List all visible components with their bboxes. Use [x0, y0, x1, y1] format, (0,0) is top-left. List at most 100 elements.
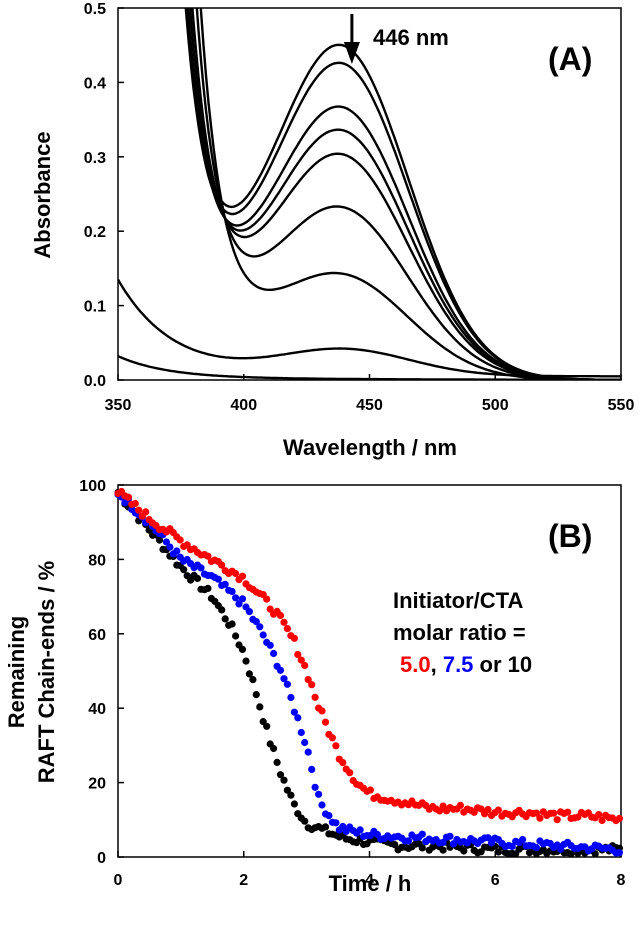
data-point — [321, 823, 330, 831]
data-point — [142, 508, 150, 516]
data-point — [131, 499, 139, 508]
legend-entry-7-5: 7.5 — [443, 652, 474, 677]
data-point — [266, 605, 274, 613]
data-point — [256, 623, 264, 631]
panel-b-y-tick-label: 100 — [79, 478, 106, 495]
data-point — [332, 742, 340, 750]
data-point — [484, 834, 492, 842]
legend-or: or — [473, 652, 507, 677]
panel-a-chart: 350 400 450 500 550 0.0 0.1 0.2 0.3 0.4 0.5 Wavel… — [30, 1, 635, 460]
data-point — [297, 656, 305, 664]
data-point — [311, 783, 319, 791]
data-point — [276, 666, 285, 674]
data-point — [124, 493, 132, 501]
panel-b-x-tick-label: 6 — [491, 872, 500, 889]
legend-title-line2: molar ratio = — [393, 620, 526, 645]
panel-b-chart: 0 2 4 6 8 0 20 40 60 80 100 Time / h Remaining RA… — [4, 478, 626, 896]
panel-b-x-tick-label: 4 — [365, 872, 374, 889]
data-point — [494, 806, 502, 814]
data-point — [155, 536, 164, 544]
panel-a-y-tick-label: 0.5 — [84, 1, 106, 18]
data-point — [290, 708, 298, 716]
data-point — [263, 722, 271, 730]
data-point — [439, 846, 447, 854]
data-point — [287, 791, 295, 799]
data-point — [508, 842, 516, 851]
data-point — [180, 566, 188, 574]
data-point — [304, 748, 312, 756]
panel-b-label: (B) — [548, 518, 592, 554]
data-point — [280, 776, 288, 784]
data-point — [294, 714, 302, 722]
data-point — [214, 575, 222, 583]
data-point — [325, 812, 333, 820]
legend-title-line1: Initiator/CTA — [393, 588, 523, 613]
data-point — [418, 830, 426, 838]
data-point — [591, 850, 599, 858]
data-point — [598, 816, 606, 825]
data-point — [221, 580, 229, 588]
panel-b-plot-frame — [117, 484, 622, 858]
panel-a-x-tick-label: 400 — [230, 397, 257, 414]
spectrum-line-4 — [188, 8, 621, 380]
panel-a-x-tick-label: 350 — [105, 397, 132, 414]
data-point — [615, 814, 624, 823]
data-point — [439, 838, 447, 847]
data-point — [519, 836, 527, 844]
legend-values: 5.0, 7.5 or 10 — [400, 652, 532, 677]
data-point — [218, 561, 226, 569]
data-point — [245, 670, 253, 678]
data-point — [356, 826, 364, 834]
data-point — [532, 809, 541, 817]
panel-a-y-tick-label: 0.4 — [84, 75, 106, 92]
spectrum-line-7 — [199, 8, 621, 380]
data-point — [532, 844, 541, 852]
data-point — [283, 625, 291, 633]
legend-entry-10: 10 — [508, 652, 532, 677]
data-point — [418, 844, 426, 852]
data-point — [221, 615, 229, 623]
data-point — [391, 841, 399, 849]
panel-a-y-tick-label: 0.0 — [84, 373, 106, 390]
data-point — [176, 536, 184, 544]
data-point — [550, 809, 558, 817]
data-point — [404, 837, 413, 845]
data-point — [456, 801, 464, 810]
data-point — [321, 718, 330, 726]
data-point — [536, 814, 544, 822]
data-point — [308, 681, 316, 689]
data-point — [460, 847, 468, 855]
panel-b-y-axis-label-line1: Remaining — [4, 616, 29, 728]
data-point — [276, 611, 285, 620]
panel-b-y-tick-label: 0 — [97, 850, 106, 867]
data-point — [252, 691, 260, 699]
panel-a-x-tick-label: 500 — [482, 397, 509, 414]
data-point — [173, 547, 181, 555]
data-point — [270, 744, 278, 753]
data-point — [283, 786, 291, 794]
data-point — [318, 707, 326, 715]
data-point — [564, 808, 572, 816]
data-point — [318, 801, 326, 809]
panel-a-x-tick-label: 550 — [608, 397, 635, 414]
peak-arrow — [343, 14, 360, 64]
peak-wavelength-annotation: 446 nm — [373, 25, 449, 50]
data-point — [259, 631, 267, 639]
panel-b-y-tick-label: 40 — [88, 701, 106, 718]
data-point — [252, 618, 260, 626]
series-ratio-7-5 — [114, 490, 624, 857]
data-point — [228, 620, 236, 628]
data-point — [197, 564, 205, 572]
data-point — [557, 845, 565, 853]
data-point — [204, 584, 212, 593]
data-point — [135, 506, 143, 514]
data-point — [297, 728, 305, 737]
data-point — [301, 738, 309, 747]
panel-b-x-tick-label: 0 — [114, 872, 123, 889]
panel-b-y-tick-label: 80 — [88, 552, 106, 569]
data-point — [615, 849, 624, 857]
data-point — [315, 790, 323, 798]
data-point — [218, 606, 226, 614]
panel-b-y-axis-label-line2: RAFT Chain-ends / % — [34, 561, 59, 783]
